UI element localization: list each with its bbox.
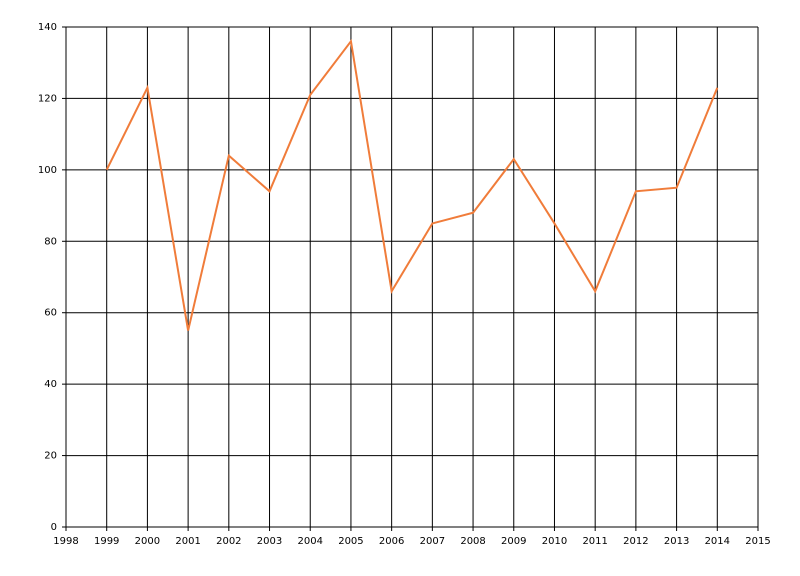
x-tick-label: 1998 [53,536,78,547]
x-tick-label: 2008 [460,536,485,547]
y-tick-label: 120 [38,93,57,104]
x-tick-label: 1999 [94,536,119,547]
x-tick-label: 2003 [257,536,282,547]
y-tick-label: 60 [44,308,57,319]
y-tick-label: 140 [38,22,57,33]
y-tick-label: 20 [44,451,57,462]
x-tick-label: 2011 [582,536,607,547]
x-tick-label: 2001 [175,536,200,547]
line [105,38,719,331]
x-tick-label: 2006 [379,536,404,547]
x-tick-label: 2010 [542,536,567,547]
x-tick-label: 2005 [338,536,363,547]
y-tick-label: 40 [44,379,57,390]
x-tick-label: 2009 [501,536,526,547]
x-tick-label: 2007 [420,536,445,547]
x-tick-label: 2012 [623,536,648,547]
x-tick-label: 2000 [135,536,160,547]
y-tick-label: 100 [38,165,57,176]
x-tick-label: 2015 [745,536,770,547]
y-tick-label: 80 [44,236,57,247]
x-tick-label: 2004 [298,536,323,547]
x-tick-label: 2013 [664,536,689,547]
y-tick-label: 0 [51,522,57,533]
x-tick-label: 2014 [705,536,730,547]
x-tick-label: 2002 [216,536,241,547]
